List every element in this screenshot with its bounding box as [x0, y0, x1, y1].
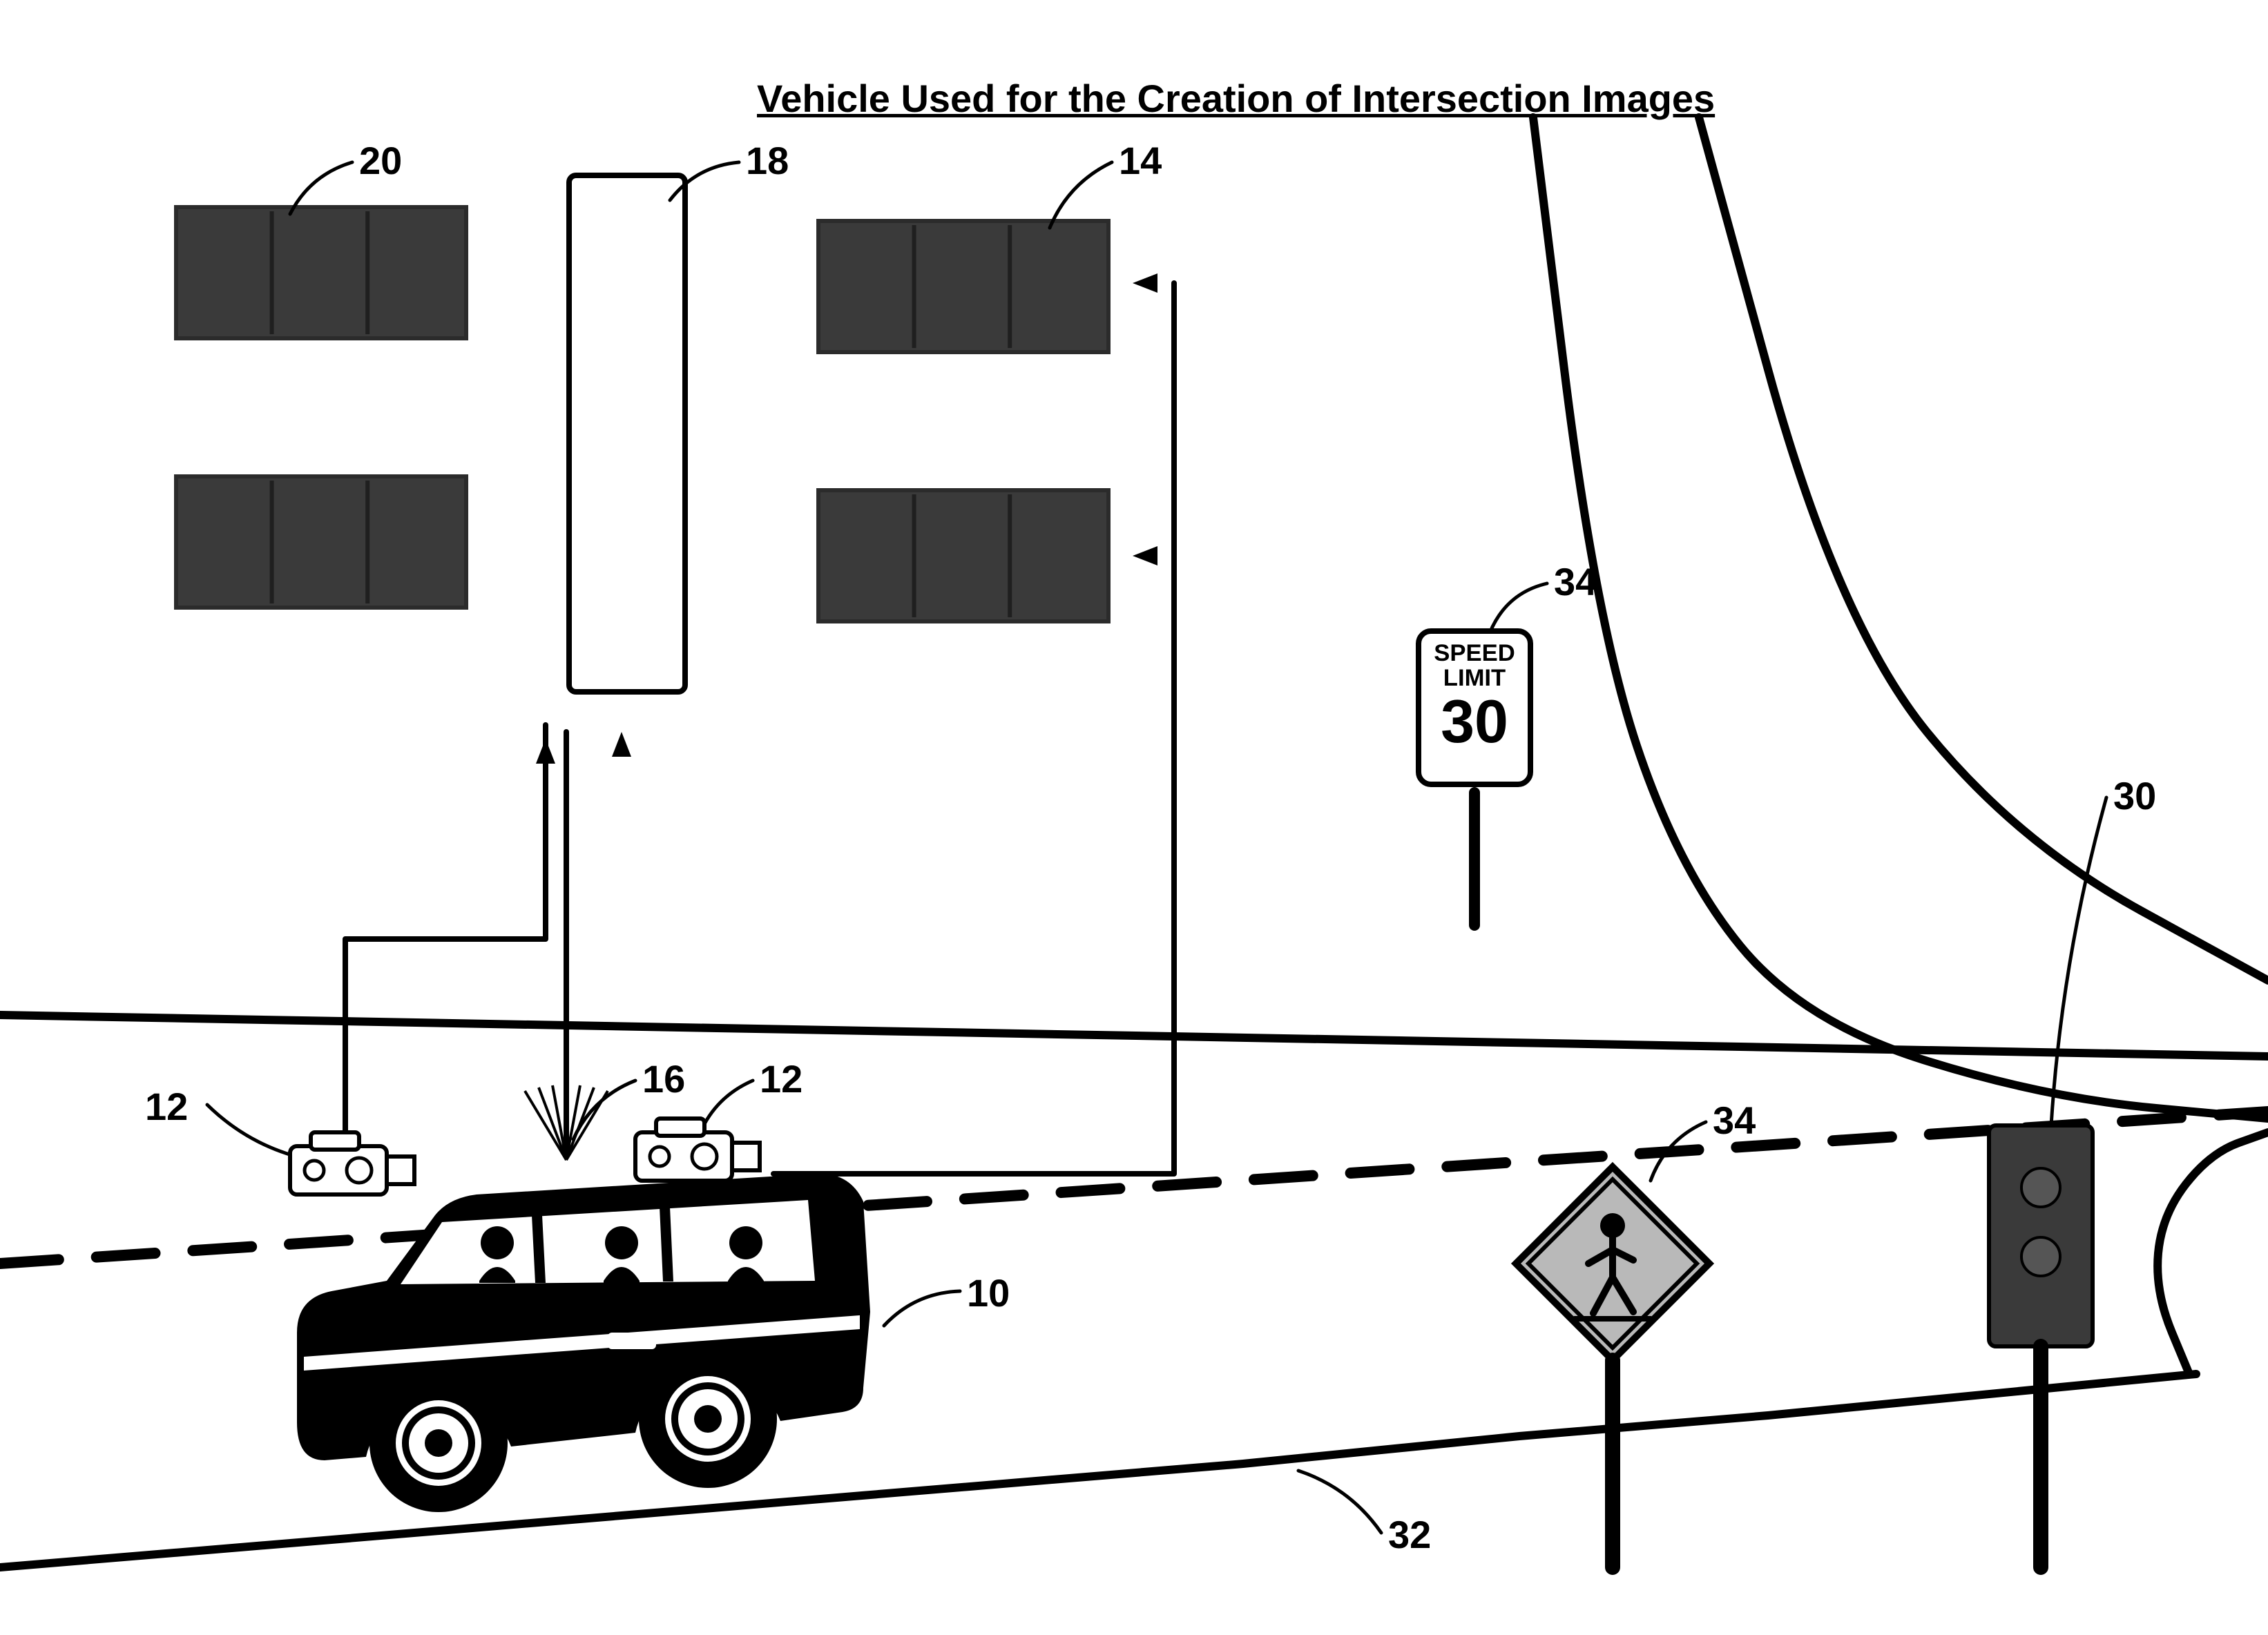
ref-12a: 12: [145, 1084, 188, 1129]
ref-34b: 34: [1713, 1098, 1756, 1143]
diagram-svg: [0, 0, 2268, 1635]
ref-10: 10: [967, 1270, 1010, 1315]
ref-16: 16: [642, 1056, 685, 1101]
ref-32: 32: [1388, 1512, 1431, 1557]
ref-18: 18: [746, 138, 789, 183]
ref-34a: 34: [1554, 559, 1597, 604]
ref-30: 30: [2113, 773, 2156, 818]
ref-20: 20: [359, 138, 402, 183]
figure-canvas: Vehicle Used for the Creation of Interse…: [0, 0, 2268, 1635]
ref-12b: 12: [760, 1056, 803, 1101]
ref-14: 14: [1119, 138, 1162, 183]
